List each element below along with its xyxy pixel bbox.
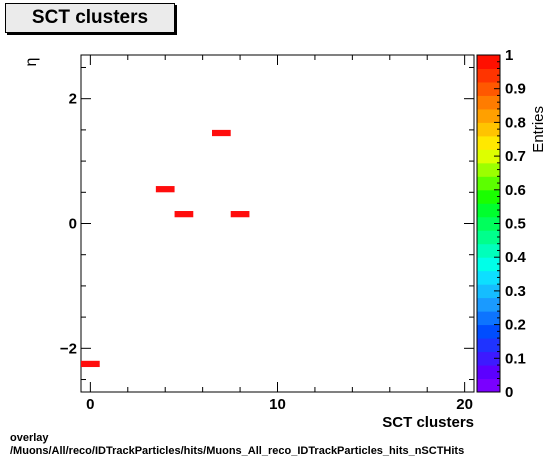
colorbar-segment bbox=[477, 351, 500, 366]
colorbar-segment bbox=[477, 122, 500, 137]
colorbar-segment bbox=[477, 270, 500, 285]
heatmap-cells bbox=[81, 129, 250, 368]
y-tick-label: 2 bbox=[69, 91, 77, 108]
colorbar-title: Entries bbox=[530, 106, 546, 153]
colorbar-segment bbox=[477, 135, 500, 150]
colorbar-tick-label: 0.7 bbox=[505, 148, 526, 165]
footer-text: overlay /Muons/All/reco/IDTrackParticles… bbox=[10, 432, 464, 458]
colorbar-segment bbox=[477, 243, 500, 258]
colorbar-segment bbox=[477, 284, 500, 299]
colorbar-segment bbox=[477, 162, 500, 177]
heatmap-cell bbox=[230, 211, 250, 218]
colorbar-segment bbox=[477, 338, 500, 353]
colorbar-segment bbox=[477, 68, 500, 83]
colorbar-tick-label: 1 bbox=[505, 47, 513, 64]
plot-frame bbox=[80, 54, 475, 393]
colorbar-tick-label: 0.8 bbox=[505, 114, 526, 131]
y-axis-title: η bbox=[23, 58, 40, 67]
colorbar-segment bbox=[477, 203, 500, 218]
colorbar-segment bbox=[477, 55, 500, 69]
y-axis: −2 0 2 bbox=[60, 66, 474, 381]
chart-title-box: SCT clusters bbox=[5, 3, 175, 33]
colorbar-segment bbox=[477, 365, 500, 380]
colorbar-tick-label: 0.3 bbox=[505, 283, 526, 300]
heatmap-cell bbox=[174, 211, 194, 218]
footer-line-1: overlay bbox=[10, 432, 49, 444]
y-tick-label: −2 bbox=[60, 340, 77, 357]
colorbar-segment bbox=[477, 176, 500, 191]
colorbar-tick-label: 0.6 bbox=[505, 182, 526, 199]
colorbar-segment bbox=[477, 189, 500, 204]
colorbar-segment bbox=[477, 95, 500, 110]
colorbar-segment bbox=[477, 230, 500, 245]
y-tick-label: 0 bbox=[69, 216, 77, 233]
colorbar-tick-label: 0.4 bbox=[505, 249, 527, 266]
colorbar-segment bbox=[477, 81, 500, 96]
colorbar-segment bbox=[477, 108, 500, 123]
colorbar-segment bbox=[477, 311, 500, 326]
x-tick-label: 20 bbox=[456, 396, 473, 413]
colorbar-tick-label: 0.5 bbox=[505, 216, 526, 233]
colorbar-tick-label: 0.2 bbox=[505, 317, 526, 334]
x-tick-label: 10 bbox=[269, 396, 286, 413]
colorbar: 0 0.1 0.2 0.3 0.4 0.5 0.6 0.7 0.8 0.9 1 bbox=[476, 47, 527, 401]
colorbar-tick-label: 0 bbox=[505, 384, 513, 401]
colorbar-tick-label: 0.1 bbox=[505, 350, 526, 367]
colorbar-segment bbox=[477, 257, 500, 272]
colorbar-segment bbox=[477, 216, 500, 231]
x-tick-label: 0 bbox=[86, 396, 94, 413]
colorbar-segment bbox=[477, 324, 500, 339]
colorbar-segment bbox=[477, 297, 500, 312]
colorbar-segment bbox=[477, 378, 500, 393]
colorbar-tick-label: 0.9 bbox=[505, 81, 526, 98]
heatmap-cell bbox=[212, 129, 231, 137]
footer-line-2: /Muons/All/reco/IDTrackParticles/hits/Mu… bbox=[10, 445, 465, 457]
chart-title: SCT clusters bbox=[31, 7, 149, 28]
x-axis: 0 10 20 bbox=[86, 55, 473, 413]
colorbar-segment bbox=[477, 149, 500, 164]
heatmap-cell bbox=[155, 186, 175, 193]
x-axis-title: SCT clusters bbox=[382, 414, 474, 431]
heatmap-cell bbox=[81, 360, 100, 368]
